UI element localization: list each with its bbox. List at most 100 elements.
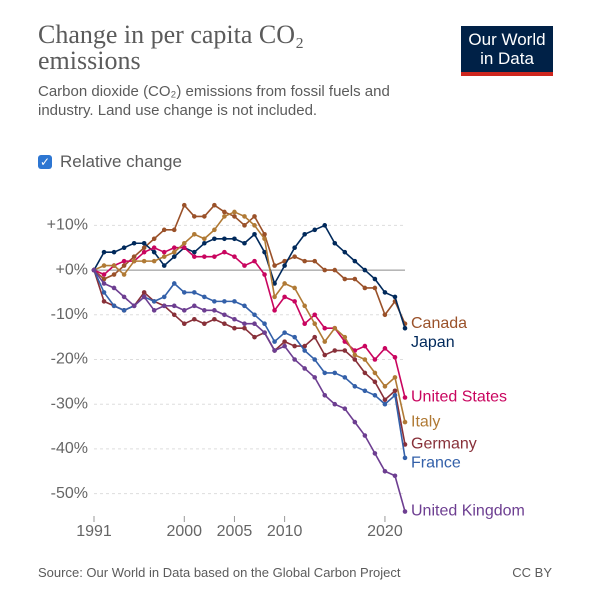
license[interactable]: CC BY — [512, 565, 552, 580]
series-label: Canada — [411, 315, 467, 332]
x-tick-label: 2005 — [217, 523, 253, 540]
data-point — [151, 245, 157, 251]
data-point — [171, 303, 177, 309]
data-point — [242, 240, 247, 246]
data-point — [212, 202, 217, 208]
data-point — [181, 202, 187, 208]
data-point — [312, 321, 318, 327]
data-point — [222, 321, 227, 327]
data-point — [232, 254, 237, 259]
data-point — [101, 249, 107, 255]
data-point — [272, 339, 277, 344]
data-point — [192, 254, 197, 259]
data-point — [131, 254, 137, 259]
data-point — [151, 249, 157, 255]
y-tick-label: -50% — [51, 485, 88, 502]
data-point — [242, 214, 247, 219]
data-point — [192, 290, 197, 295]
data-point — [352, 384, 358, 389]
data-point — [372, 370, 378, 376]
data-point — [342, 249, 348, 255]
data-point — [392, 354, 398, 360]
data-point — [252, 321, 257, 327]
data-point — [362, 433, 368, 438]
data-point — [151, 299, 157, 304]
data-point — [392, 294, 398, 300]
data-point — [121, 258, 127, 264]
data-point — [111, 249, 117, 255]
data-point — [141, 294, 147, 300]
data-point — [372, 285, 378, 291]
toggle[interactable]: ✓ Relative change — [38, 152, 182, 172]
data-point — [332, 401, 338, 407]
data-point — [372, 451, 378, 456]
series-label: Germany — [411, 436, 477, 453]
data-point — [312, 357, 318, 362]
data-point — [322, 325, 328, 331]
data-point — [171, 281, 177, 286]
data-point — [181, 245, 187, 251]
data-point — [282, 281, 287, 286]
data-point — [362, 370, 368, 376]
data-point — [141, 240, 147, 246]
data-point — [292, 334, 297, 340]
data-point — [282, 339, 287, 344]
data-point — [141, 245, 147, 251]
data-point — [252, 214, 257, 219]
data-point — [171, 312, 177, 318]
data-point — [192, 214, 197, 219]
data-point — [232, 214, 237, 219]
data-point — [362, 357, 368, 362]
data-point — [222, 312, 227, 318]
data-point — [302, 232, 307, 237]
data-point — [202, 254, 207, 259]
data-point — [312, 312, 318, 318]
data-point — [101, 272, 107, 277]
data-point — [242, 303, 247, 309]
data-point — [272, 348, 277, 353]
data-point — [212, 299, 217, 304]
data-point — [352, 258, 358, 264]
data-point — [302, 366, 307, 371]
data-point — [212, 227, 217, 233]
data-point — [322, 352, 328, 358]
data-point — [302, 348, 307, 353]
data-point — [202, 214, 207, 219]
data-point — [232, 325, 237, 331]
data-point — [362, 285, 368, 291]
data-point — [252, 232, 257, 237]
data-point — [272, 263, 277, 268]
data-point — [131, 303, 137, 309]
logo[interactable]: Our World in Data — [461, 26, 553, 76]
data-point — [171, 254, 177, 259]
data-point — [262, 321, 267, 327]
data-point — [352, 276, 358, 282]
data-point — [282, 343, 287, 349]
data-point — [222, 299, 227, 304]
data-point — [121, 263, 127, 268]
data-point — [402, 325, 408, 331]
toggle-label[interactable]: Relative change — [60, 152, 182, 171]
checkbox[interactable]: ✓ — [38, 155, 52, 169]
data-point — [372, 379, 378, 385]
data-point — [272, 281, 277, 286]
y-tick-label: -20% — [51, 351, 88, 368]
data-point — [332, 240, 338, 246]
data-point — [352, 357, 358, 362]
data-point — [332, 348, 338, 353]
data-point — [202, 294, 207, 300]
data-point — [262, 236, 267, 242]
data-point — [161, 263, 167, 268]
x-tick-label: 2000 — [166, 523, 202, 540]
data-point — [392, 473, 398, 479]
data-point — [222, 209, 227, 215]
data-point — [101, 290, 107, 295]
data-point — [402, 395, 408, 400]
data-point — [161, 294, 167, 300]
data-point — [292, 343, 297, 349]
data-point — [212, 236, 217, 242]
y-tick-label: -40% — [51, 440, 88, 457]
data-point — [212, 308, 217, 313]
data-point — [362, 343, 368, 349]
data-point — [312, 334, 318, 340]
